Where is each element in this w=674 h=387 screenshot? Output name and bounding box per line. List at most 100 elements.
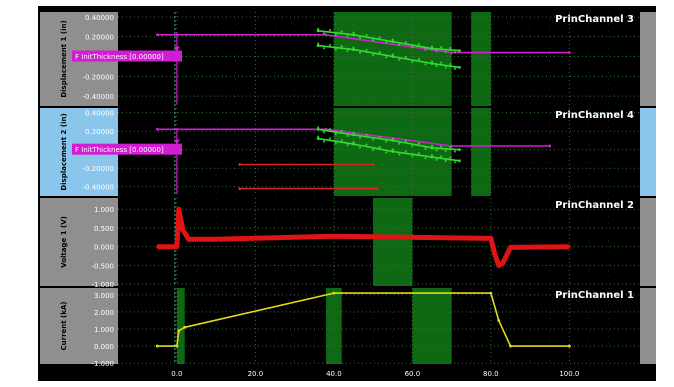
data-point xyxy=(371,163,375,166)
scatter-dot xyxy=(378,36,381,39)
y-tick-label: 0.000 xyxy=(94,343,114,351)
highlight-region xyxy=(333,12,452,106)
scatter-dot xyxy=(358,36,362,40)
scatter-dot xyxy=(453,161,456,164)
data-point xyxy=(175,245,179,248)
y-tick-label: -1.000 xyxy=(91,281,114,289)
scatter-dot xyxy=(365,133,368,136)
panel-3[interactable]: 1.000 0.500 0.000 -0.500 -1.000 Voltage 1 (V)… xyxy=(40,198,656,289)
scatter-dot xyxy=(391,38,394,41)
scatter-dot xyxy=(334,142,337,145)
scatter-dot xyxy=(435,65,438,68)
data-point xyxy=(458,66,461,69)
scatter-dot xyxy=(411,60,414,64)
data-point xyxy=(567,344,571,348)
scatter-dot xyxy=(322,47,326,50)
data-point xyxy=(458,148,461,152)
scatter-dot xyxy=(328,29,332,32)
scatter-dot xyxy=(340,30,343,33)
annotation-box[interactable] xyxy=(72,143,182,155)
scatter-dot xyxy=(352,46,355,49)
data-point xyxy=(316,44,320,48)
scatter-dot xyxy=(398,142,401,145)
scatter-dot xyxy=(404,150,407,153)
y-tick-label: 1.000 xyxy=(94,206,114,214)
scatter-dot xyxy=(385,41,388,44)
plot-area[interactable] xyxy=(118,288,640,364)
scatter-dot xyxy=(430,144,434,147)
scatter-dot xyxy=(391,148,394,151)
series-line xyxy=(157,33,570,54)
panel-title: PrinChannel 1 xyxy=(555,290,634,301)
annotation-box[interactable] xyxy=(72,50,182,62)
y-tick-label: -0.40000 xyxy=(83,184,114,192)
scatter-dot xyxy=(328,128,332,131)
scatter-dot xyxy=(385,140,388,143)
data-point xyxy=(156,245,159,248)
panel-title: PrinChannel 4 xyxy=(555,110,634,121)
y-tick-label: -0.500 xyxy=(91,262,114,270)
scatter-dot xyxy=(334,132,337,136)
scatter-dot xyxy=(444,66,447,69)
scatter-dot xyxy=(453,67,456,70)
scatter-dot xyxy=(453,51,456,54)
x-tick-label: 80.0 xyxy=(483,370,499,378)
x-tick-label: 100.0 xyxy=(559,370,579,378)
x-tick-label: 20.0 xyxy=(248,370,264,378)
data-point xyxy=(316,127,320,131)
data-point xyxy=(430,47,434,51)
data-point xyxy=(352,142,355,146)
data-point xyxy=(214,237,218,241)
scatter-dot xyxy=(449,46,452,50)
data-point xyxy=(509,246,512,249)
scatter-dot xyxy=(444,149,447,152)
scatter-dot xyxy=(372,39,375,42)
scatter-dot xyxy=(317,27,320,30)
y-tick-label: 0.500 xyxy=(94,225,114,233)
data-point xyxy=(187,237,190,241)
highlight-region xyxy=(412,288,452,364)
scatter-dot xyxy=(346,34,349,38)
data-point xyxy=(352,133,355,137)
scatter-dot xyxy=(444,159,447,163)
scatter-dot xyxy=(444,50,447,53)
scatter-dot xyxy=(322,131,326,134)
data-point xyxy=(391,139,395,142)
scatter-dot xyxy=(358,51,362,54)
data-point xyxy=(497,319,501,322)
data-point xyxy=(493,252,496,256)
data-point xyxy=(183,325,187,329)
annotation-label: F InitThickness [0.00000] xyxy=(75,146,164,154)
scatter-dot xyxy=(358,146,362,149)
scatter-dot xyxy=(372,53,375,57)
scatter-dot xyxy=(424,157,427,160)
y-tick-label: -0.20000 xyxy=(83,73,114,81)
data-point xyxy=(181,228,184,232)
data-point xyxy=(316,29,320,33)
y-tick-label: 0.000 xyxy=(94,244,114,252)
panel-2[interactable]: 0.400000.200000.00000-0.20000-0.40000Dis… xyxy=(40,108,656,196)
scatter-dot xyxy=(449,145,452,149)
y-axis-label: Displacement 1 (in) xyxy=(60,20,68,97)
scatter-dot xyxy=(404,40,407,44)
scatter-dot xyxy=(365,48,368,52)
data-point xyxy=(568,245,571,248)
data-point xyxy=(489,291,493,295)
data-point xyxy=(391,40,395,44)
highlight-region xyxy=(326,288,342,364)
data-point xyxy=(458,49,461,52)
data-point xyxy=(155,127,159,131)
data-point xyxy=(430,155,434,159)
scatter-dot xyxy=(372,138,375,141)
data-point xyxy=(497,264,500,267)
data-point xyxy=(489,237,493,240)
scatter-dot xyxy=(378,51,381,54)
panel-1[interactable]: 0.400000.200000.00000-0.20000-0.40000Dis… xyxy=(40,12,656,106)
scatter-dot xyxy=(317,135,320,138)
scatter-dot xyxy=(449,62,452,66)
annotation-arrowhead xyxy=(173,139,180,145)
panel-4[interactable]: 3.000 2.000 1.000 0.000 -1.000 Current (kA) Pr… xyxy=(40,288,656,368)
data-point xyxy=(238,187,242,190)
data-point xyxy=(352,33,355,37)
scatter-dot xyxy=(404,55,407,58)
